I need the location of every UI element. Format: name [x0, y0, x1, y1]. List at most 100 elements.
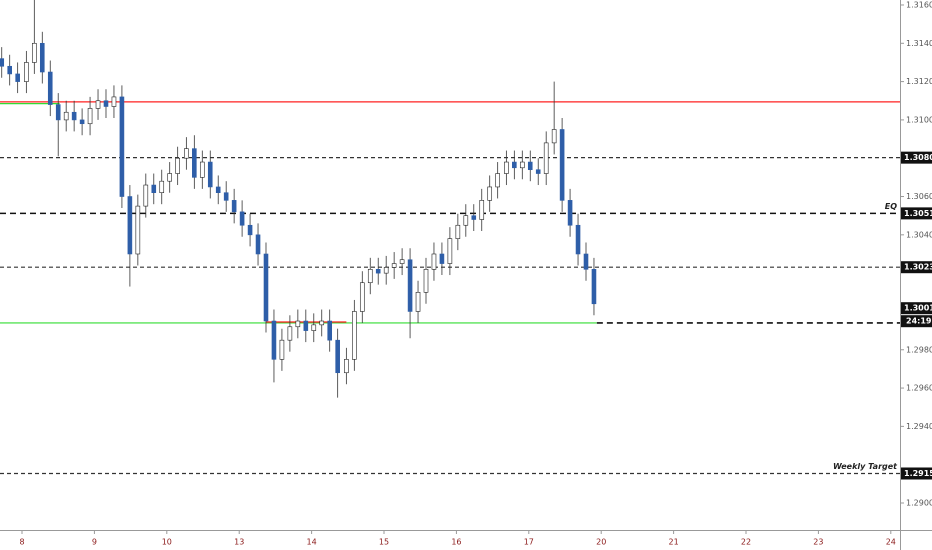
candle-body: [199, 161, 205, 178]
candle-body: [271, 320, 277, 360]
y-tick-label: 1.29800: [906, 345, 932, 354]
candle-body: [247, 224, 253, 236]
price-label: 1.30803: [904, 153, 932, 162]
y-tick-label: 1.29000: [906, 498, 932, 507]
x-tick-label: 15: [379, 538, 389, 547]
candle-body: [447, 238, 453, 264]
candle-body: [295, 320, 301, 328]
x-tick-label: 17: [524, 538, 534, 547]
candle-body: [415, 291, 421, 312]
candle-body: [399, 259, 405, 264]
candle-body: [352, 311, 357, 360]
candle-body: [455, 224, 461, 239]
candle-body: [151, 184, 157, 193]
candle-body: [423, 269, 429, 293]
candle-body: [135, 205, 141, 255]
x-tick-label: 8: [19, 538, 24, 547]
countdown: 24:19: [906, 317, 932, 326]
candle-body: [47, 71, 53, 105]
candle-body: [239, 211, 245, 226]
candle-body: [159, 180, 165, 193]
candle-body: [575, 224, 581, 255]
candle-body: [223, 192, 229, 201]
candle-body: [591, 269, 597, 305]
candle-body: [407, 259, 413, 312]
candle-body: [24, 62, 29, 82]
candle-body: [375, 269, 381, 274]
candle-body: [383, 267, 389, 274]
candle-body: [15, 73, 20, 82]
candle-body: [32, 42, 37, 63]
countdown-box: [901, 315, 932, 328]
candle-body: [431, 253, 437, 270]
candle-body: [39, 42, 45, 73]
candle-body: [63, 111, 69, 121]
candle-body: [95, 100, 101, 109]
y-tick-label: 1.31600: [906, 0, 932, 9]
x-tick-label: 21: [669, 538, 679, 547]
candle-body: [143, 184, 149, 207]
x-tick-label: 14: [307, 538, 317, 547]
candle-body: [184, 148, 189, 159]
candle-body: [175, 157, 180, 174]
candle-body: [167, 173, 173, 182]
candle-body: [367, 269, 373, 284]
candle-body: [263, 253, 269, 322]
x-tick-label: 22: [741, 538, 751, 547]
candle-body: [0, 58, 5, 67]
candle-body: [79, 119, 85, 125]
x-tick-label: 24: [886, 538, 896, 547]
x-tick-label: 16: [451, 538, 461, 547]
candle-body: [495, 173, 500, 188]
candle-body: [71, 111, 77, 121]
candle-body: [344, 359, 349, 374]
level-label: Weekly Target: [833, 462, 898, 471]
price-label-box: [901, 302, 932, 315]
y-tick-label: 1.31400: [906, 39, 932, 48]
x-tick-label: 23: [813, 538, 823, 547]
candle-body: [359, 282, 365, 312]
candle-body: [439, 253, 445, 264]
candle-body: [535, 169, 541, 174]
candle-body: [103, 100, 109, 107]
y-tick-label: 1.30600: [906, 192, 932, 201]
price-label-box: [901, 207, 932, 220]
price-label-box: [901, 467, 932, 480]
candle-body: [327, 320, 333, 341]
candle-body: [127, 196, 133, 255]
price-label-box: [901, 151, 932, 164]
candle-body: [519, 161, 525, 169]
candle-body: [279, 339, 285, 360]
candle-body: [391, 263, 397, 268]
candle-body: [303, 320, 309, 331]
price-label: 1.29154: [904, 469, 932, 478]
candle-body: [111, 96, 117, 107]
candle-body: [55, 104, 61, 121]
candle-body: [583, 253, 589, 270]
candle-body: [567, 200, 573, 226]
y-tick-label: 1.30400: [906, 230, 932, 239]
candle-body: [119, 96, 125, 197]
y-tick-label: 1.29600: [906, 384, 932, 393]
candle-body: [87, 108, 93, 125]
price-label: 1.30017: [904, 304, 932, 313]
x-tick-label: 13: [234, 538, 244, 547]
candle-body: [471, 215, 477, 220]
y-tick-label: 1.31000: [906, 115, 932, 124]
candle-body: [559, 129, 565, 201]
candle-body: [215, 186, 221, 193]
candle-body: [192, 148, 197, 178]
candle-body: [287, 326, 293, 341]
x-tick-label: 20: [596, 538, 606, 547]
candle-body: [463, 215, 469, 226]
candle-body: [231, 200, 237, 213]
candle-body: [207, 161, 213, 188]
price-label-box: [901, 261, 932, 274]
candle-body: [527, 161, 533, 171]
candle-body: [255, 234, 261, 255]
candle-body: [487, 186, 493, 201]
candle-body: [504, 161, 509, 174]
candle-body: [7, 65, 13, 75]
price-label: 1.30231: [904, 263, 932, 272]
